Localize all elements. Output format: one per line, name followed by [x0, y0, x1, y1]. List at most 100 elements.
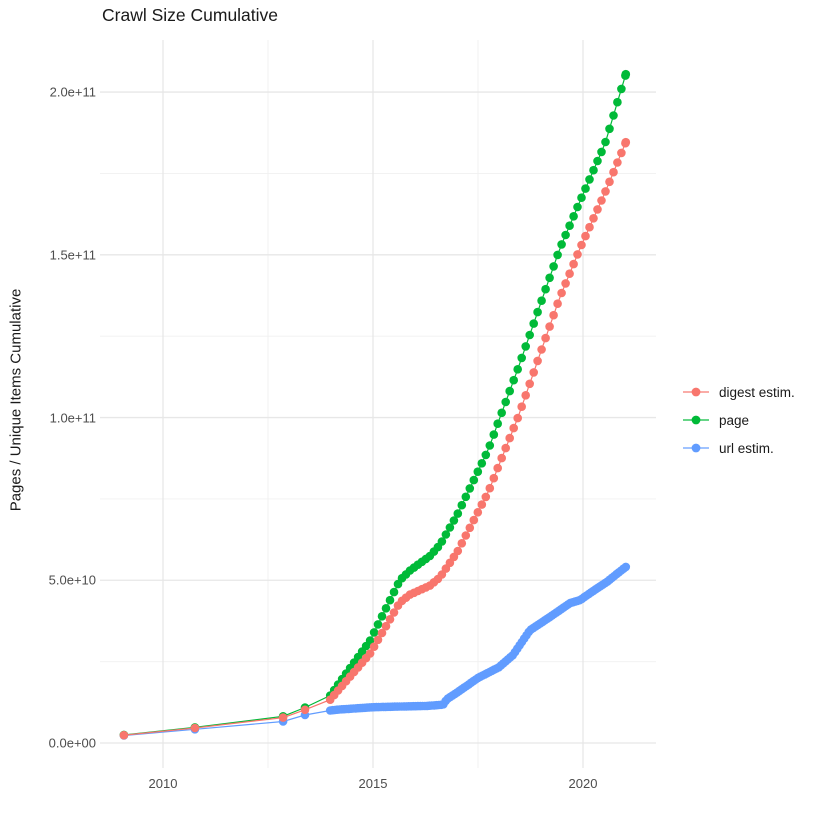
data-point: [597, 196, 606, 205]
data-point: [561, 279, 570, 288]
data-point: [469, 475, 479, 485]
data-point: [489, 430, 499, 439]
data-point: [373, 620, 383, 629]
data-point: [509, 423, 518, 433]
data-point: [473, 467, 483, 477]
series-url-estim: [119, 562, 631, 740]
data-point: [565, 221, 574, 230]
legend-key-icon: [683, 443, 709, 453]
data-point: [457, 539, 467, 548]
x-axis-tick-label: 2015: [358, 776, 388, 791]
data-point: [613, 158, 622, 167]
legend-item: digest estim.: [681, 378, 795, 406]
data-point: [549, 262, 558, 271]
data-point: [453, 546, 463, 556]
data-point: [365, 636, 375, 645]
data-point: [529, 368, 538, 377]
data-point: [577, 240, 586, 250]
y-axis-tick-label: 0.0e+00: [48, 735, 96, 751]
data-point: [537, 296, 546, 306]
data-point: [377, 612, 387, 621]
data-point: [541, 284, 550, 294]
legend-item: page: [681, 406, 795, 434]
data-point: [557, 288, 566, 298]
y-axis-tick-label: 2.0e+11: [49, 84, 96, 100]
data-point: [613, 97, 622, 107]
data-point: [521, 342, 530, 351]
data-point: [437, 537, 447, 546]
data-point: [589, 165, 598, 175]
data-point: [589, 214, 598, 223]
y-axis-tick-label: 5.0e+10: [48, 572, 96, 588]
legend-label: url estim.: [719, 440, 774, 456]
data-point: [617, 84, 626, 94]
data-point: [569, 212, 578, 221]
data-point: [501, 397, 511, 407]
data-point: [549, 310, 558, 320]
data-point: [517, 353, 526, 363]
y-axis-title: Pages / Unique Items Cumulative: [7, 288, 25, 512]
data-point: [529, 319, 538, 328]
data-point: [573, 250, 582, 259]
legend-label: digest estim.: [719, 384, 795, 400]
data-point: [381, 604, 391, 613]
data-point: [441, 530, 451, 539]
data-point: [453, 509, 463, 518]
data-point: [517, 402, 526, 412]
data-point: [465, 484, 475, 493]
data-point: [489, 473, 499, 483]
data-point: [525, 330, 534, 340]
data-point: [505, 386, 514, 396]
data-point: [365, 649, 375, 658]
data-point: [621, 562, 631, 572]
y-axis-tick-label: 1.0e+11: [49, 410, 96, 426]
data-point: [573, 202, 582, 212]
data-point: [449, 516, 459, 525]
data-point: [461, 492, 471, 502]
data-point: [621, 69, 631, 79]
data-point: [577, 193, 586, 202]
x-axis-tick-label: 2010: [148, 776, 178, 791]
data-point: [585, 175, 594, 184]
data-point: [601, 187, 610, 196]
data-point: [593, 156, 602, 166]
data-point: [369, 628, 379, 637]
data-point: [465, 523, 475, 533]
x-axis-tick-label: 2020: [568, 776, 598, 791]
data-point: [385, 595, 395, 605]
data-point: [278, 713, 288, 722]
legend-key-icon: [683, 387, 709, 397]
data-point: [389, 608, 399, 617]
data-point: [605, 177, 614, 187]
data-point: [497, 453, 507, 463]
data-point: [605, 124, 614, 134]
data-point: [485, 441, 495, 450]
legend-label: page: [719, 412, 750, 428]
data-point: [481, 450, 491, 460]
data-point: [501, 443, 511, 453]
data-point: [445, 523, 455, 532]
data-point: [373, 635, 383, 645]
data-point: [485, 483, 495, 493]
data-point: [561, 230, 570, 240]
data-point: [581, 184, 590, 193]
data-point: [569, 259, 578, 269]
data-point: [521, 391, 530, 400]
data-point: [545, 273, 554, 283]
data-point: [457, 500, 467, 510]
data-point: [369, 642, 379, 651]
data-point: [377, 628, 387, 638]
legend-key-icon: [683, 415, 709, 425]
data-point: [505, 433, 514, 443]
data-point: [493, 419, 503, 429]
data-point: [525, 379, 534, 389]
data-point: [609, 167, 618, 177]
data-point: [473, 508, 483, 517]
data-point: [553, 299, 562, 309]
data-point: [469, 515, 479, 525]
data-point: [381, 621, 391, 631]
data-point: [385, 615, 395, 624]
data-point: [557, 240, 566, 249]
data-point: [601, 137, 610, 147]
